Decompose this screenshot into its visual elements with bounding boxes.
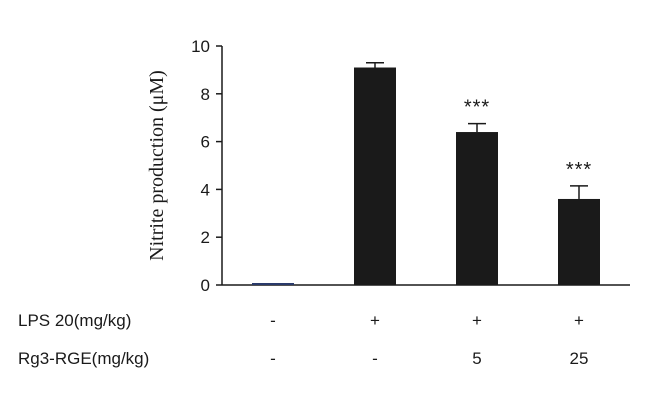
condition-value: -: [270, 311, 276, 330]
condition-value: -: [270, 349, 276, 368]
y-tick-label: 8: [201, 85, 210, 104]
condition-value: 5: [472, 349, 481, 368]
condition-row-label: LPS 20(mg/kg): [18, 311, 131, 330]
condition-value: +: [370, 311, 380, 330]
bar: [354, 67, 396, 285]
chart-labels: Nitrite production (μM) *** *** LPS 20(mg/k…: [18, 70, 592, 368]
condition-row-label: Rg3-RGE(mg/kg): [18, 349, 149, 368]
y-tick-label: 2: [201, 228, 210, 247]
y-tick-label: 6: [201, 133, 210, 152]
significance-marker: ***: [464, 97, 490, 119]
y-tick-label: 0: [201, 276, 210, 295]
y-tick-label: 10: [191, 37, 210, 56]
significance-marker: ***: [566, 159, 592, 181]
y-axis-label: Nitrite production (μM): [146, 70, 168, 261]
condition-value: +: [574, 311, 584, 330]
bar: [558, 198, 600, 285]
y-tick-label: 4: [201, 180, 210, 199]
condition-value: 25: [570, 349, 589, 368]
condition-value: +: [472, 311, 482, 330]
chart-bars: [252, 61, 600, 285]
condition-value: -: [372, 349, 378, 368]
bar: [252, 283, 294, 285]
bar: [456, 132, 498, 285]
